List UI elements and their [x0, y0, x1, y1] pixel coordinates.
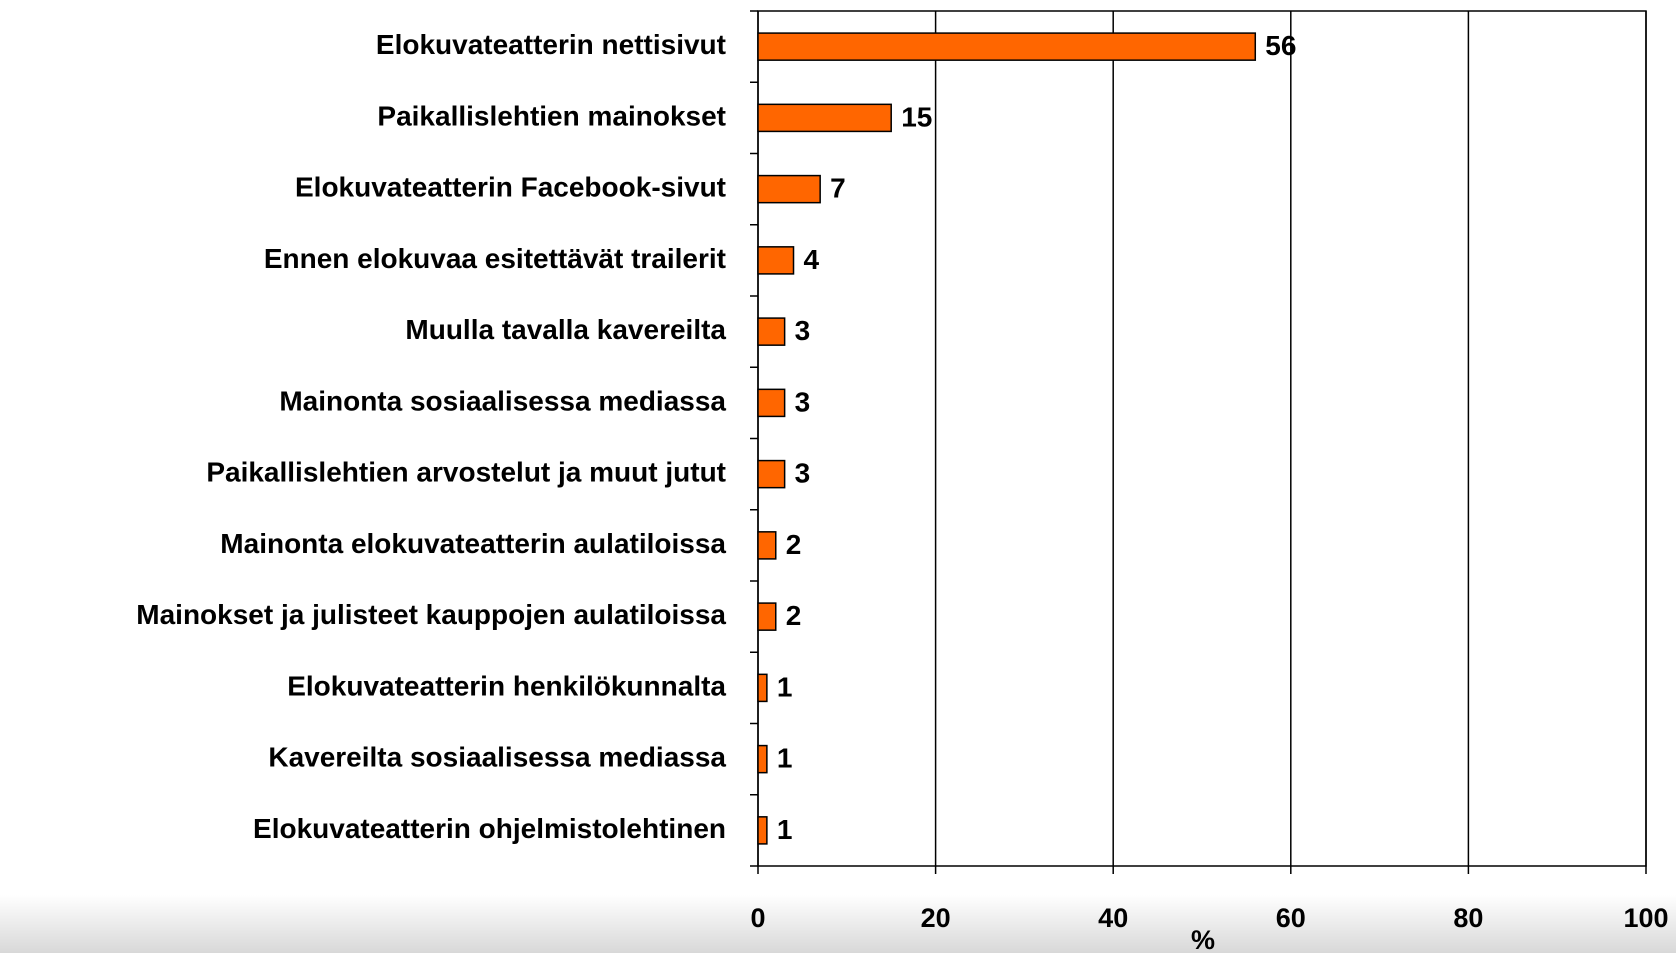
value-label: 1	[777, 814, 793, 845]
x-tick-label: 40	[1098, 903, 1128, 933]
value-label: 1	[777, 671, 793, 702]
y-tick-label: Mainonta elokuvateatterin aulatiloissa	[220, 528, 726, 559]
plot-frame	[757, 10, 1647, 867]
y-tick-label: Elokuvateatterin henkilökunnalta	[287, 670, 726, 701]
y-tick-label: Muulla tavalla kavereilta	[405, 314, 726, 345]
value-label: 7	[830, 173, 846, 204]
y-tick-label: Kavereilta sosiaalisessa mediassa	[268, 742, 726, 773]
value-label: 3	[795, 386, 811, 417]
y-tick-label: Mainonta sosiaalisessa mediassa	[279, 385, 726, 416]
value-label: 15	[901, 101, 932, 132]
bar	[757, 602, 777, 631]
bar	[757, 174, 821, 204]
value-label: 4	[804, 244, 820, 275]
bar	[757, 531, 777, 560]
value-label: 2	[786, 529, 802, 560]
value-label: 56	[1265, 30, 1296, 61]
value-label: 3	[795, 315, 811, 346]
bar	[757, 388, 786, 418]
y-tick-label: Paikallislehtien mainokset	[377, 100, 726, 131]
x-tick-label: 100	[1623, 903, 1668, 933]
bar	[757, 459, 786, 489]
footer-band	[0, 895, 1676, 953]
x-axis-label: %	[1191, 925, 1215, 953]
bar	[757, 744, 768, 774]
bar	[757, 816, 768, 845]
bar	[757, 246, 795, 275]
y-tick-label: Ennen elokuvaa esitettävät trailerit	[264, 243, 726, 274]
x-tick-label: 0	[750, 903, 765, 933]
x-tick-label: 20	[921, 903, 951, 933]
y-tick-label: Elokuvateatterin nettisivut	[376, 29, 726, 60]
y-tick-label: Paikallislehtien arvostelut ja muut jutu…	[206, 457, 726, 488]
y-tick-label: Elokuvateatterin Facebook-sivut	[295, 172, 726, 203]
value-label: 1	[777, 743, 793, 774]
bar	[757, 32, 1257, 61]
y-tick-label: Elokuvateatterin ohjelmistolehtinen	[253, 813, 726, 844]
y-tick-label: Mainokset ja julisteet kauppojen aulatil…	[136, 599, 726, 630]
x-tick-label: 80	[1453, 903, 1483, 933]
bar	[757, 103, 892, 133]
value-label: 2	[786, 600, 802, 631]
value-label: 3	[795, 458, 811, 489]
bar	[757, 673, 768, 703]
x-tick-label: 60	[1276, 903, 1306, 933]
bar	[757, 317, 786, 346]
